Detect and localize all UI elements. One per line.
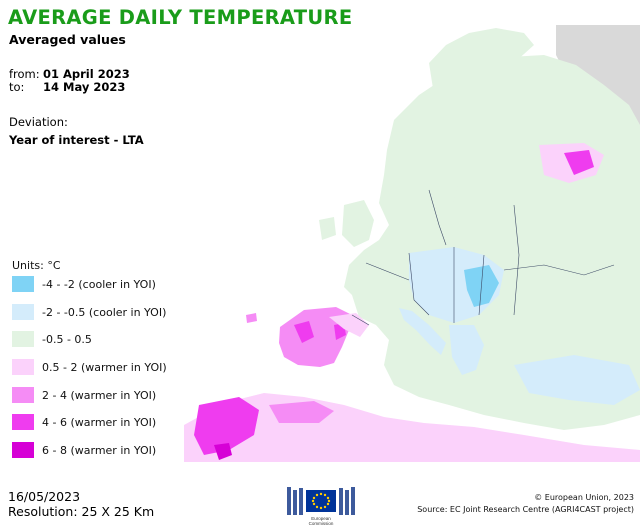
period-to-value: 14 May 2023 [43, 80, 126, 94]
land-ireland [319, 217, 336, 240]
legend-label: 6 - 8 (warmer in YOI) [42, 443, 157, 457]
source-text: Source: EC Joint Research Centre (AGRI4C… [417, 505, 634, 514]
svg-text:European: European [311, 516, 331, 521]
legend-label: 4 - 6 (warmer in YOI) [42, 415, 157, 429]
legend-item: -2 - -0.5 (cooler in YOI) [12, 300, 166, 324]
legend-item: -0.5 - 0.5 [12, 327, 92, 351]
legend-swatch [12, 304, 34, 320]
period-from-value: 01 April 2023 [43, 67, 130, 81]
legend-swatch [12, 331, 34, 347]
european-commission-logo: European Commission [287, 487, 355, 526]
land-azores [246, 313, 257, 323]
land-great-britain [342, 200, 374, 247]
svg-text:Commission: Commission [309, 521, 334, 526]
map-title: AVERAGE DAILY TEMPERATURE [8, 6, 353, 29]
issue-date: 16/05/2023 [8, 489, 81, 504]
resolution-text: Resolution: 25 X 25 Km [8, 504, 155, 519]
period-to-label: to: [9, 80, 25, 94]
period-from-label: from: [9, 67, 40, 81]
deviation-value: Year of interest - LTA [9, 133, 144, 147]
land-iberia-hot-spot [294, 321, 314, 343]
legend-item: 6 - 8 (warmer in YOI) [12, 438, 156, 462]
legend-item: -4 - -2 (cooler in YOI) [12, 272, 156, 296]
legend-item: 4 - 6 (warmer in YOI) [12, 410, 156, 434]
legend-units: Units: °C [12, 259, 61, 272]
legend-label: -0.5 - 0.5 [42, 332, 92, 346]
legend-item: 0.5 - 2 (warmer in YOI) [12, 355, 167, 379]
copyright-text: © European Union, 2023 [534, 493, 634, 502]
legend-swatch [12, 276, 34, 292]
country-borders [351, 189, 615, 326]
legend-label: -2 - -0.5 (cooler in YOI) [42, 305, 167, 319]
legend-label: -4 - -2 (cooler in YOI) [42, 277, 156, 291]
legend-label: 2 - 4 (warmer in YOI) [42, 388, 157, 402]
legend-item: 2 - 4 (warmer in YOI) [12, 383, 156, 407]
map-subtitle: Averaged values [9, 32, 126, 47]
land-algeria-warm [269, 401, 334, 423]
legend-swatch [12, 359, 34, 375]
legend-swatch [12, 387, 34, 403]
legend-swatch [12, 442, 34, 458]
land-iberia [279, 307, 352, 367]
land-france [356, 257, 409, 311]
europe-temperature-map [184, 25, 640, 462]
land-morocco-hot [194, 397, 259, 455]
deviation-label: Deviation: [9, 115, 68, 129]
legend-label: 0.5 - 2 (warmer in YOI) [42, 360, 167, 374]
land-morocco-hottest [214, 443, 232, 460]
land-italy [399, 308, 446, 355]
land-russia-warm-core [564, 150, 594, 175]
land-turkey [514, 355, 640, 405]
legend-swatch [12, 414, 34, 430]
land-scandinavia [396, 28, 534, 205]
land-balkans [449, 325, 484, 375]
